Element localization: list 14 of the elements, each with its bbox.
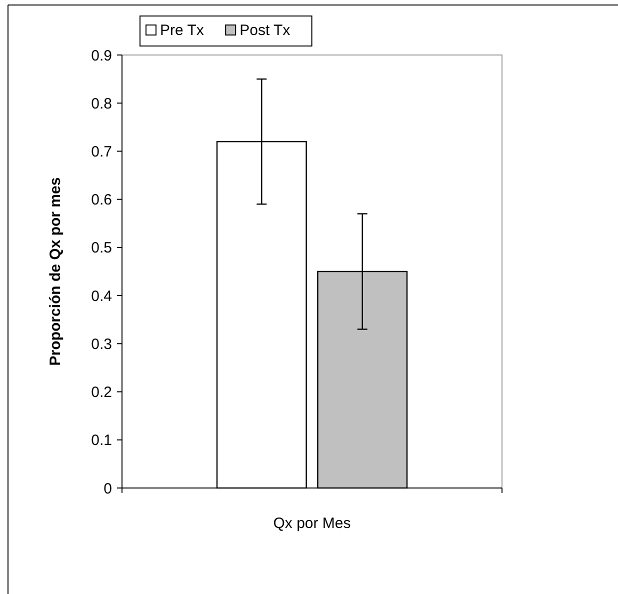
y-tick-label: 0 bbox=[104, 480, 112, 498]
y-tick-label: 0.7 bbox=[91, 143, 112, 160]
y-tick-label: 0.5 bbox=[91, 240, 112, 257]
y-tick-label: 0.9 bbox=[91, 47, 112, 64]
y-tick-label: 0.3 bbox=[91, 336, 112, 353]
y-tick-label: 0.1 bbox=[91, 432, 112, 450]
legend-label: Pre Tx bbox=[160, 22, 204, 39]
y-tick-label: 0.4 bbox=[91, 288, 112, 305]
y-tick-label: 0.8 bbox=[91, 95, 112, 112]
y-tick-label: 0.2 bbox=[91, 384, 112, 402]
legend-label: Post Tx bbox=[240, 22, 291, 39]
y-tick-label: 0.6 bbox=[91, 192, 112, 209]
x-axis-title: Qx por Mes bbox=[273, 515, 351, 532]
y-axis-title: Proporción de Qx por mes bbox=[47, 177, 64, 366]
